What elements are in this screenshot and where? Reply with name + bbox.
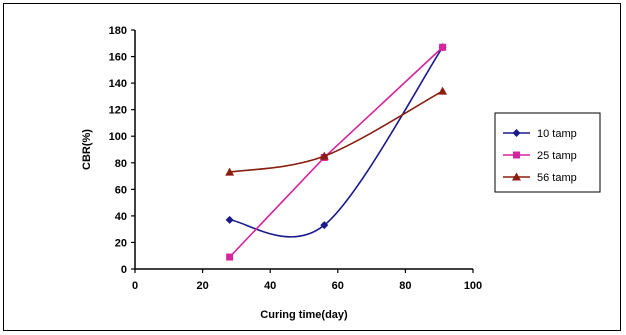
y-tick-label: 40 (115, 211, 127, 223)
y-axis-ticks: 0 20 40 60 80 100 120 140 160 180 (109, 25, 135, 276)
y-tick-label: 160 (109, 52, 127, 64)
data-point-56-tamp (225, 167, 235, 176)
y-tick-label: 180 (109, 25, 127, 37)
x-tick-label: 20 (196, 280, 208, 292)
y-axis-label: CBR(%) (81, 129, 93, 170)
data-point-10-tamp (320, 221, 329, 230)
x-tick-label: 40 (264, 280, 276, 292)
x-axis-label: Curing time(day) (260, 309, 348, 321)
y-tick-label: 100 (109, 131, 127, 143)
y-tick-label: 0 (121, 264, 127, 276)
series-line-56-tamp (229, 90, 443, 173)
legend-swatch-marker (512, 129, 521, 137)
series-line-10-tamp (229, 46, 444, 238)
x-tick-label: 100 (464, 280, 482, 292)
data-point-10-tamp (225, 215, 234, 224)
x-tick-label: 60 (332, 280, 344, 292)
legend-entry-label: 10 tamp (537, 128, 577, 140)
x-tick-label: 80 (399, 280, 411, 292)
series-layer (225, 43, 448, 261)
x-tick-label: 0 (132, 280, 138, 292)
x-axis-ticks: 0 20 40 60 80 100 (132, 269, 482, 292)
legend-swatch-marker (513, 151, 520, 159)
legend: 10 tamp 25 tamp 56 tamp (494, 112, 601, 193)
series-line-25-tamp (229, 46, 444, 258)
legend-box (494, 112, 601, 193)
y-tick-label: 20 (115, 237, 127, 249)
legend-entry-label: 56 tamp (537, 172, 577, 184)
data-point-56-tamp (438, 86, 448, 95)
legend-entry-label: 25 tamp (537, 150, 577, 162)
data-point-25-tamp (226, 253, 234, 261)
y-tick-label: 80 (115, 158, 127, 170)
y-tick-label: 60 (115, 184, 127, 196)
legend-swatch-marker (512, 172, 521, 181)
data-point-25-tamp (439, 43, 447, 51)
y-tick-label: 140 (109, 78, 127, 90)
y-tick-label: 120 (109, 105, 127, 117)
data-point-56-tamp (319, 151, 329, 160)
